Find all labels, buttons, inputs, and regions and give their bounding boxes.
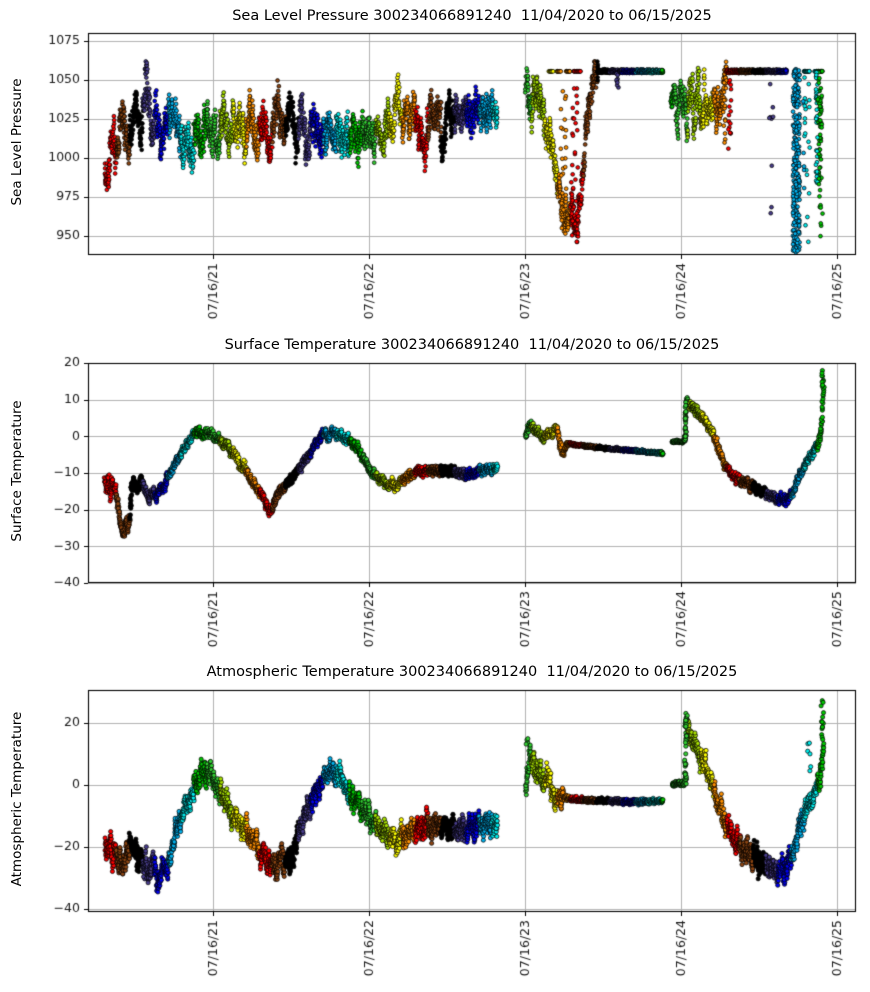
chart-title-atmospheric-temperature: Atmospheric Temperature 300234066891240 … xyxy=(206,664,738,680)
chart-title-surface-temperature: Surface Temperature 300234066891240 11/0… xyxy=(224,337,720,353)
y-axis-label-surface-temperature: Surface Temperature xyxy=(9,400,25,542)
y-axis-label-atmospheric-temperature: Atmospheric Temperature xyxy=(9,711,25,887)
y-axis-label-sea-level-pressure: Sea Level Pressure xyxy=(9,78,25,206)
chart-title-sea-level-pressure: Sea Level Pressure 300234066891240 11/04… xyxy=(232,8,712,24)
